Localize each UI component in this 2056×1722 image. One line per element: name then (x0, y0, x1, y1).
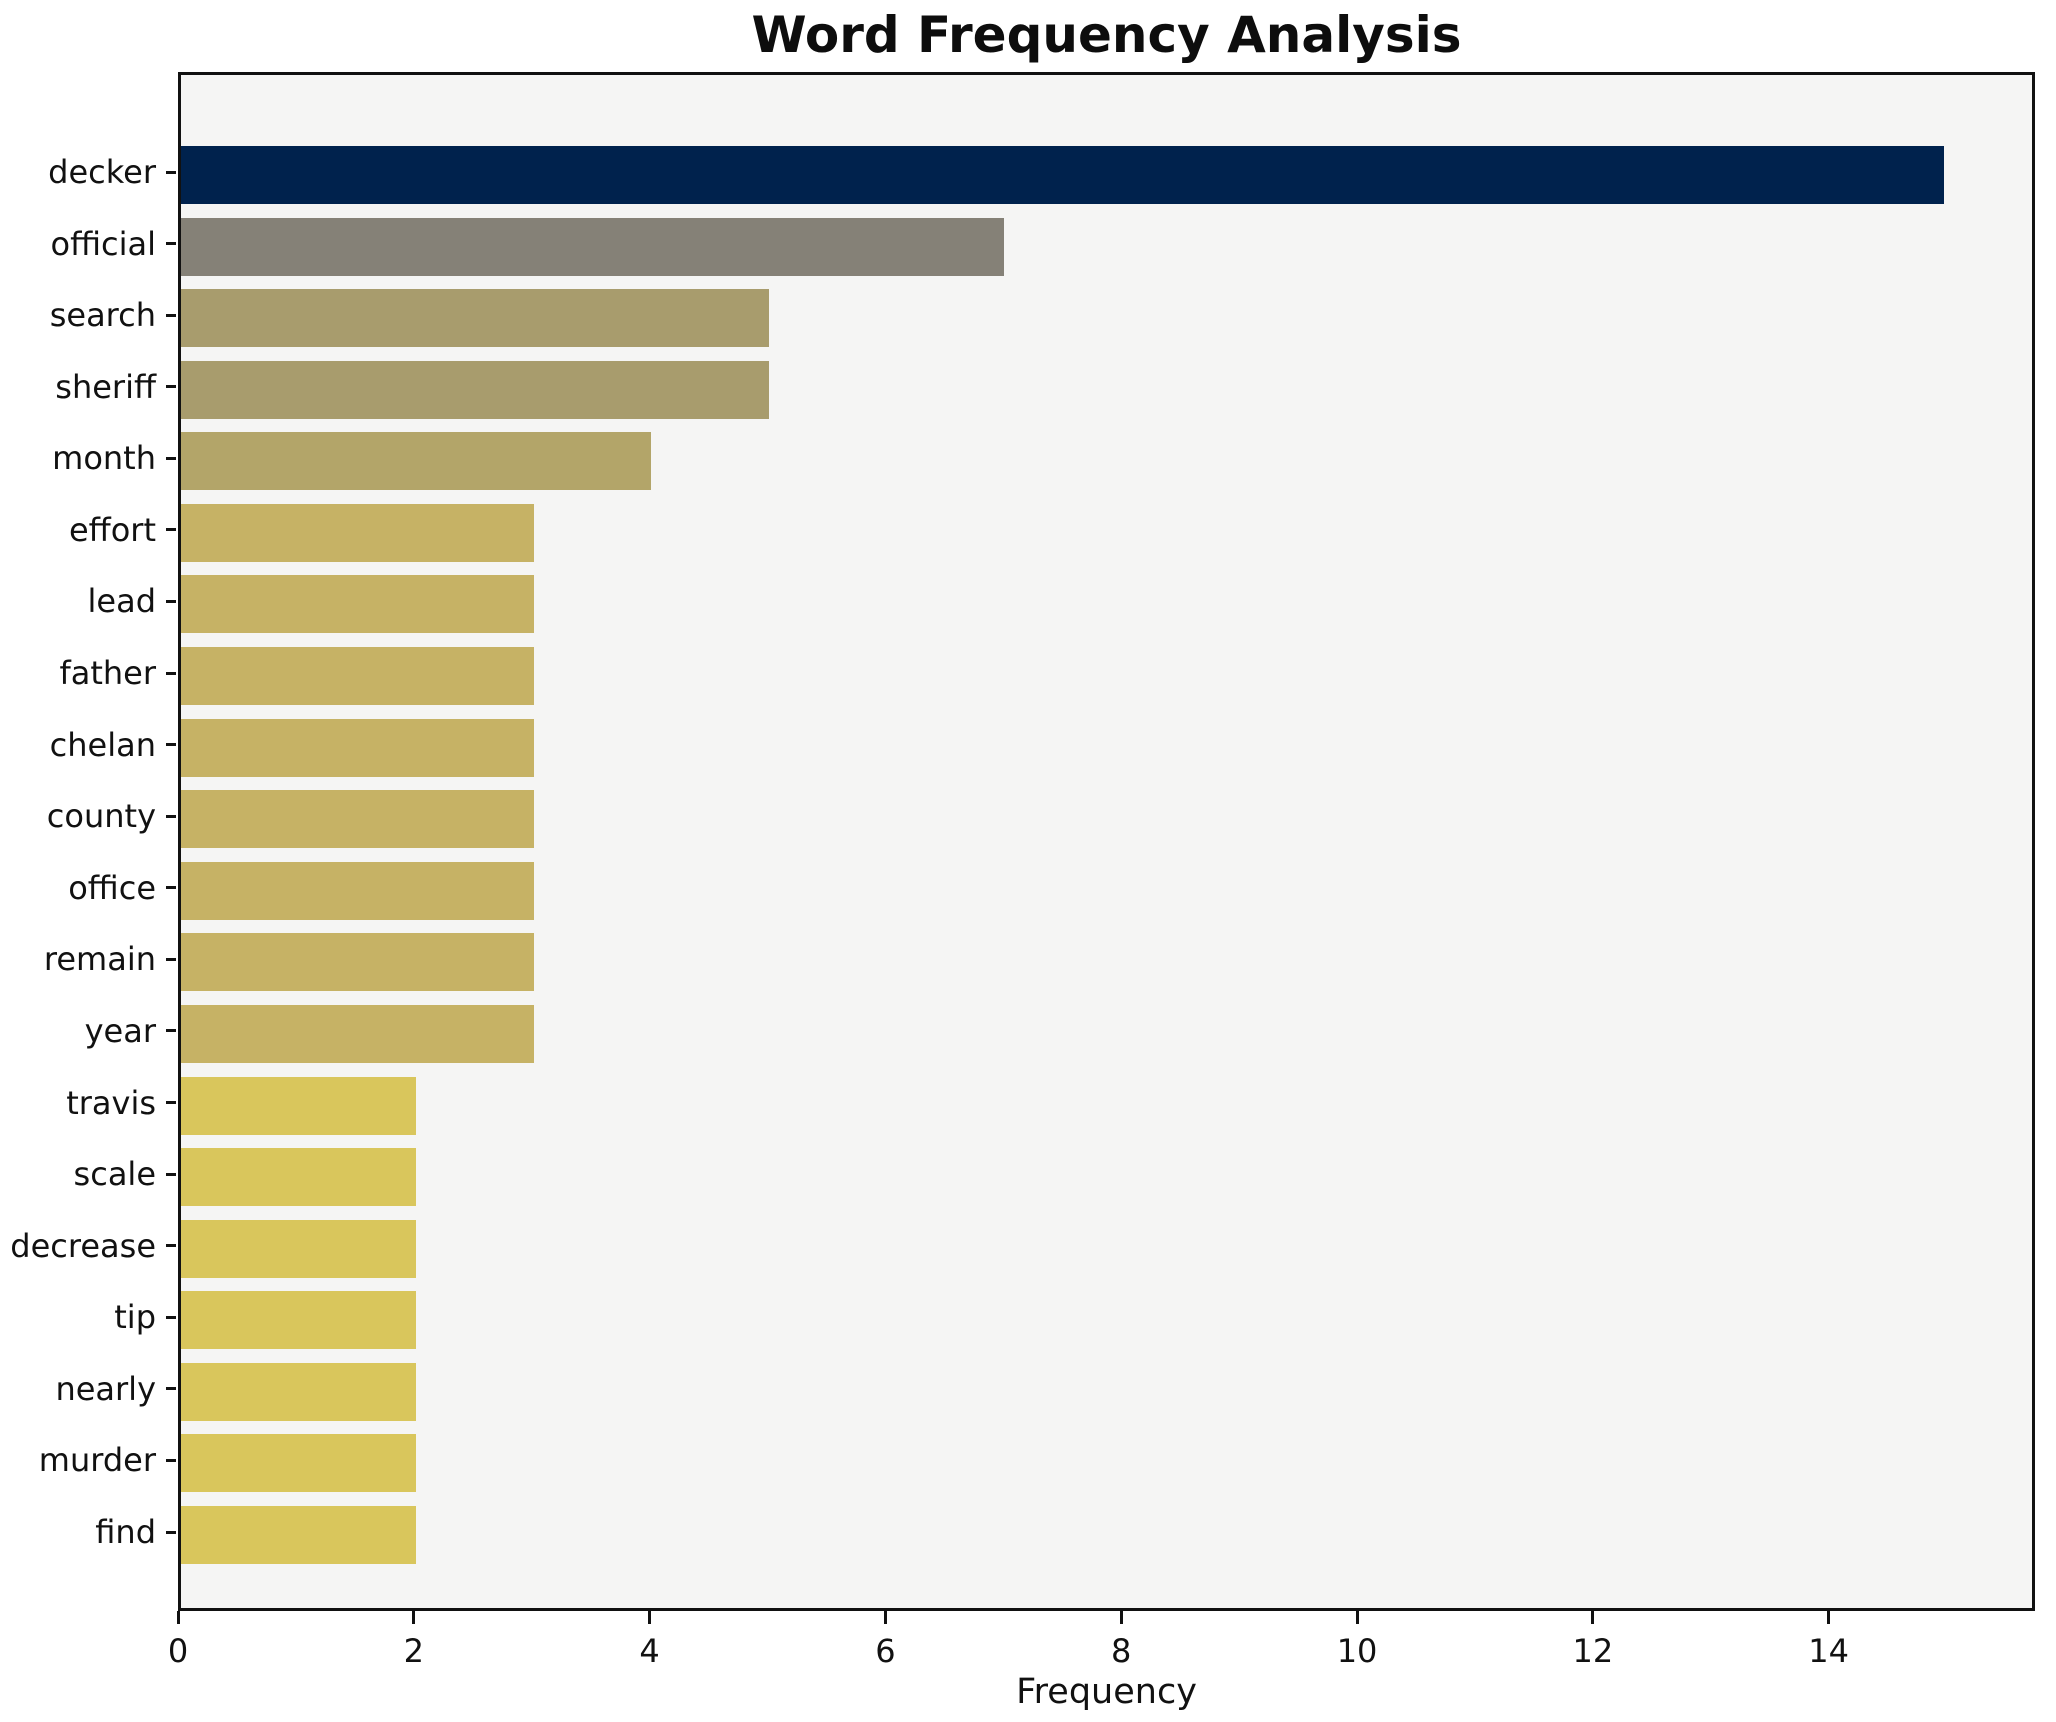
y-tick-label: murder (38, 1441, 156, 1480)
y-tick-mark (166, 528, 176, 532)
y-tick-label: official (50, 224, 157, 263)
x-tick-label: 2 (403, 1632, 424, 1670)
y-tick-label: effort (68, 510, 156, 549)
x-axis-title: Frequency (1016, 1672, 1197, 1712)
x-tick-mark (883, 1611, 887, 1624)
y-tick-mark (166, 743, 176, 747)
bar-travis (181, 1076, 417, 1135)
x-tick-label: 0 (167, 1632, 189, 1670)
plot-area (178, 72, 2035, 1611)
y-tick-mark (166, 385, 176, 389)
y-tick-label: sheriff (55, 367, 156, 406)
y-tick-mark (166, 242, 176, 246)
x-tick-mark (1119, 1611, 1123, 1624)
x-tick-mark (176, 1611, 180, 1624)
y-tick-mark (166, 671, 176, 675)
y-tick-mark (166, 456, 176, 460)
y-tick-mark (166, 1530, 176, 1534)
y-tick-label: tip (114, 1298, 156, 1337)
y-tick-label: father (59, 654, 156, 693)
chart-title: Word Frequency Analysis (751, 6, 1462, 64)
x-tick-label: 8 (1111, 1632, 1132, 1670)
y-tick-mark (166, 886, 176, 890)
y-tick-mark (166, 170, 176, 174)
y-tick-label: find (95, 1513, 156, 1552)
y-tick-mark (166, 1029, 176, 1033)
y-tick-label: decker (48, 153, 156, 191)
x-tick-mark (1827, 1611, 1831, 1624)
x-tick-label: 6 (875, 1632, 896, 1670)
y-tick-mark (166, 1101, 176, 1105)
bar-find (181, 1506, 417, 1565)
y-tick-label: search (49, 296, 156, 335)
y-tick-mark (166, 313, 176, 317)
bar-year (181, 1004, 534, 1063)
bar-month (181, 432, 652, 491)
x-tick-label: 10 (1336, 1632, 1378, 1670)
bar-effort (181, 503, 534, 562)
bar-tip (181, 1291, 417, 1350)
bar-decrease (181, 1219, 417, 1278)
bar-sheriff (181, 360, 769, 419)
y-tick-label: remain (43, 940, 156, 979)
x-tick-mark (1591, 1611, 1595, 1624)
y-tick-label: nearly (55, 1369, 156, 1408)
y-tick-label: travis (66, 1083, 156, 1122)
bar-decker (181, 146, 1944, 204)
y-tick-mark (166, 1315, 176, 1319)
y-tick-label: scale (73, 1155, 156, 1194)
x-tick-mark (1355, 1611, 1359, 1624)
bar-scale (181, 1148, 417, 1207)
bar-remain (181, 933, 534, 992)
y-tick-label: month (52, 439, 156, 478)
y-tick-label: county (46, 797, 156, 836)
x-tick-mark (412, 1611, 416, 1624)
bar-father (181, 647, 534, 706)
x-tick-label: 14 (1808, 1632, 1850, 1670)
y-tick-label: lead (87, 582, 157, 621)
y-tick-mark (166, 957, 176, 961)
y-tick-mark (166, 599, 176, 603)
y-tick-mark (166, 1387, 176, 1391)
y-tick-label: chelan (49, 725, 156, 764)
y-tick-mark (166, 1244, 176, 1248)
bar-county (181, 790, 534, 849)
y-tick-label: year (84, 1011, 156, 1050)
y-tick-mark (166, 1458, 176, 1462)
bar-search (181, 289, 769, 348)
y-tick-label: decrease (10, 1226, 156, 1265)
y-tick-mark (166, 814, 176, 818)
bar-official (181, 217, 1004, 276)
bar-chelan (181, 718, 534, 777)
x-tick-mark (648, 1611, 652, 1624)
bar-lead (181, 575, 534, 634)
x-tick-label: 4 (639, 1632, 660, 1670)
y-tick-label: office (68, 868, 156, 907)
bar-murder (181, 1434, 417, 1493)
bar-nearly (181, 1362, 417, 1421)
x-tick-label: 12 (1572, 1632, 1614, 1670)
y-tick-mark (166, 1172, 176, 1176)
bar-office (181, 861, 534, 920)
